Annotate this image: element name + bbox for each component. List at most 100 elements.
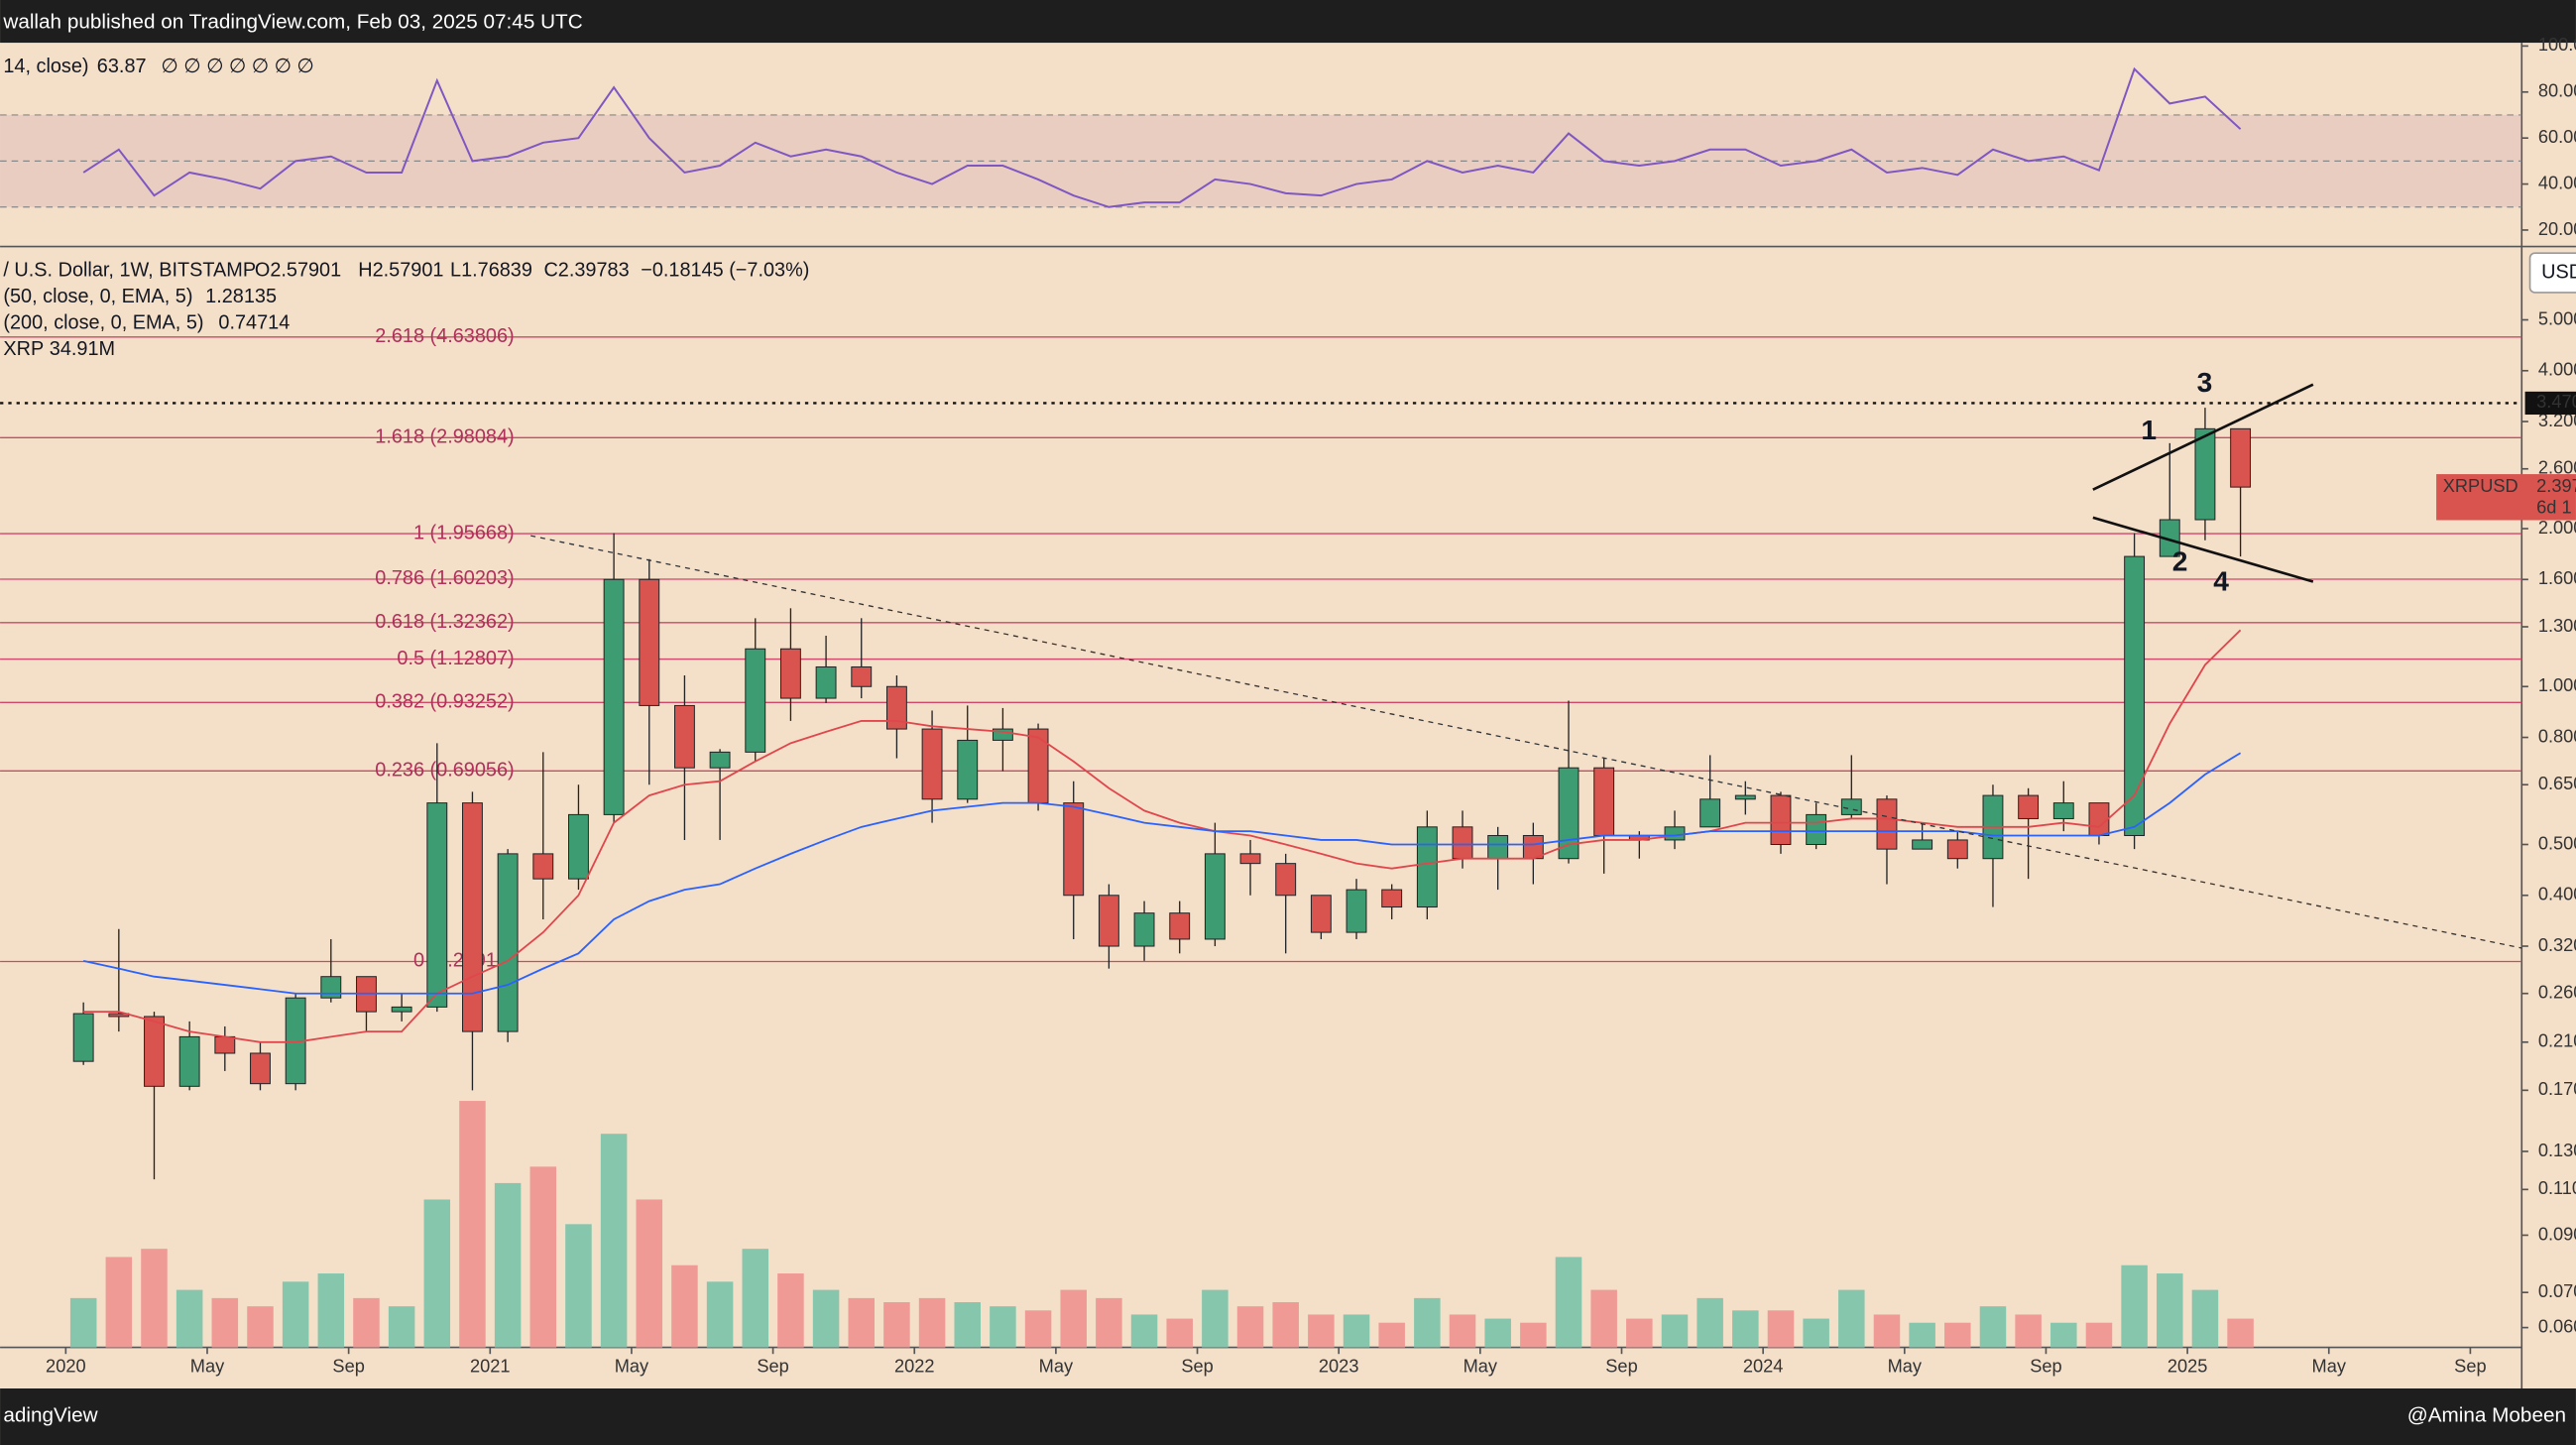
fib-label: 0.382 (0.93252) [375,691,514,713]
x-tick-label: 2021 [470,1356,511,1376]
candle-body [1346,889,1367,933]
candle-body [709,751,731,769]
candle-body [1699,798,1721,828]
x-tick-label: May [1464,1356,1498,1376]
volume-bar [388,1306,415,1348]
x-tick-label: May [2312,1356,2347,1376]
candle-body [2018,794,2040,819]
volume-bar [1060,1289,1087,1348]
x-tick-label: May [190,1356,225,1376]
annotation: 3 [2197,367,2213,398]
candle-body [250,1052,271,1085]
x-tick-label: 2020 [46,1356,86,1376]
volume-bar [1626,1318,1653,1348]
volume-bar [176,1289,203,1348]
candle-body [992,728,1013,741]
volume-value: 34.91M [50,338,115,360]
volume-bar [1520,1322,1547,1348]
candle-body [532,853,554,880]
candle-body [1063,802,1085,897]
last-price-label: 2.39783 [2536,476,2576,496]
low: L1.76839 [450,260,532,282]
candle-body [72,1013,94,1062]
candle-body [957,739,979,800]
candle-body [214,1035,236,1054]
published: wallah published on TradingView.com, Feb… [2,11,582,34]
bottom-bar [0,1388,2576,1445]
candle-body [1275,863,1297,897]
candle-body [1381,889,1403,908]
y-tick-label: 0.0900 [2538,1224,2576,1244]
volume-bar [69,1297,97,1348]
volume-bar [777,1273,804,1348]
x-tick-label: 2022 [894,1356,935,1376]
currency-button[interactable] [2528,252,2576,294]
volume-bar [565,1224,592,1348]
fib-label: 2.618 (4.63806) [375,325,514,347]
y-tick-label: 0.1100 [2538,1178,2576,1198]
trend-line [530,535,2522,949]
candle-body [1876,798,1898,850]
open: O2.57901 [255,260,341,282]
rsi-line [82,66,2242,208]
x-tick-label: Sep [1181,1356,1213,1376]
volume-bar [247,1306,274,1348]
volume-bar [848,1297,876,1348]
candle-body [1806,813,1827,845]
rsi-name: 14, close) [3,56,88,77]
candle-body [851,665,873,687]
price-line-label: 3.4700 [2536,392,2576,412]
volume-bar [105,1257,133,1348]
x-tick-label: May [1888,1356,1923,1376]
volume-bar [529,1166,557,1348]
candle-body [745,648,766,753]
candle-body [391,1006,412,1013]
brand: adingView [3,1404,97,1427]
candle-body [2088,802,2110,836]
y-tick-label: 2.6000 [2538,458,2576,478]
volume-bar [2050,1322,2077,1348]
rsi-tick-label: 60.00 [2538,127,2576,147]
volume-bar [1838,1289,1865,1348]
y-tick-label: 1.6000 [2538,568,2576,588]
y-tick-label: 4.0000 [2538,360,2576,380]
candle-body [1558,767,1580,860]
volume-bar [1873,1314,1901,1348]
ema-line [83,629,2242,1043]
annotation: 4 [2213,566,2229,597]
volume-bar [2121,1264,2148,1348]
volume-bar [1909,1322,1935,1348]
fib-label: 0.786 (1.60203) [375,567,514,589]
x-tick-label: Sep [1605,1356,1637,1376]
rsi-tick-label: 100.00 [2538,35,2576,55]
volume-bar [636,1199,663,1348]
volume-bar [1166,1318,1193,1348]
candle-body [885,685,907,730]
volume-bar [2015,1314,2042,1348]
x-tick-label: Sep [2454,1356,2486,1376]
volume-bar [1272,1302,1299,1348]
volume-bar [1661,1314,1689,1348]
volume-bar [600,1134,628,1348]
annotation: 1 [2141,415,2157,445]
volume-bar [990,1306,1016,1348]
price-line-tag [2524,391,2576,416]
volume-bar [211,1297,239,1348]
candle-body [1946,839,1968,860]
ema50-name: (50, close, 0, EMA, 5) [3,286,192,307]
author: @Amina Mobeen [2407,1404,2566,1427]
candle-body [921,728,943,800]
volume-bar [1308,1314,1335,1348]
x-tick-label: 2025 [2167,1356,2208,1376]
y-tick-label: 1.0000 [2538,675,2576,695]
volume-bar [1449,1314,1476,1348]
candle-body [1310,895,1332,933]
candle-body [1169,912,1191,940]
volume-bar [1236,1306,1264,1348]
candle-body [673,704,695,769]
y-tick-label: 3.2000 [2538,411,2576,430]
candle-body [144,1016,165,1087]
